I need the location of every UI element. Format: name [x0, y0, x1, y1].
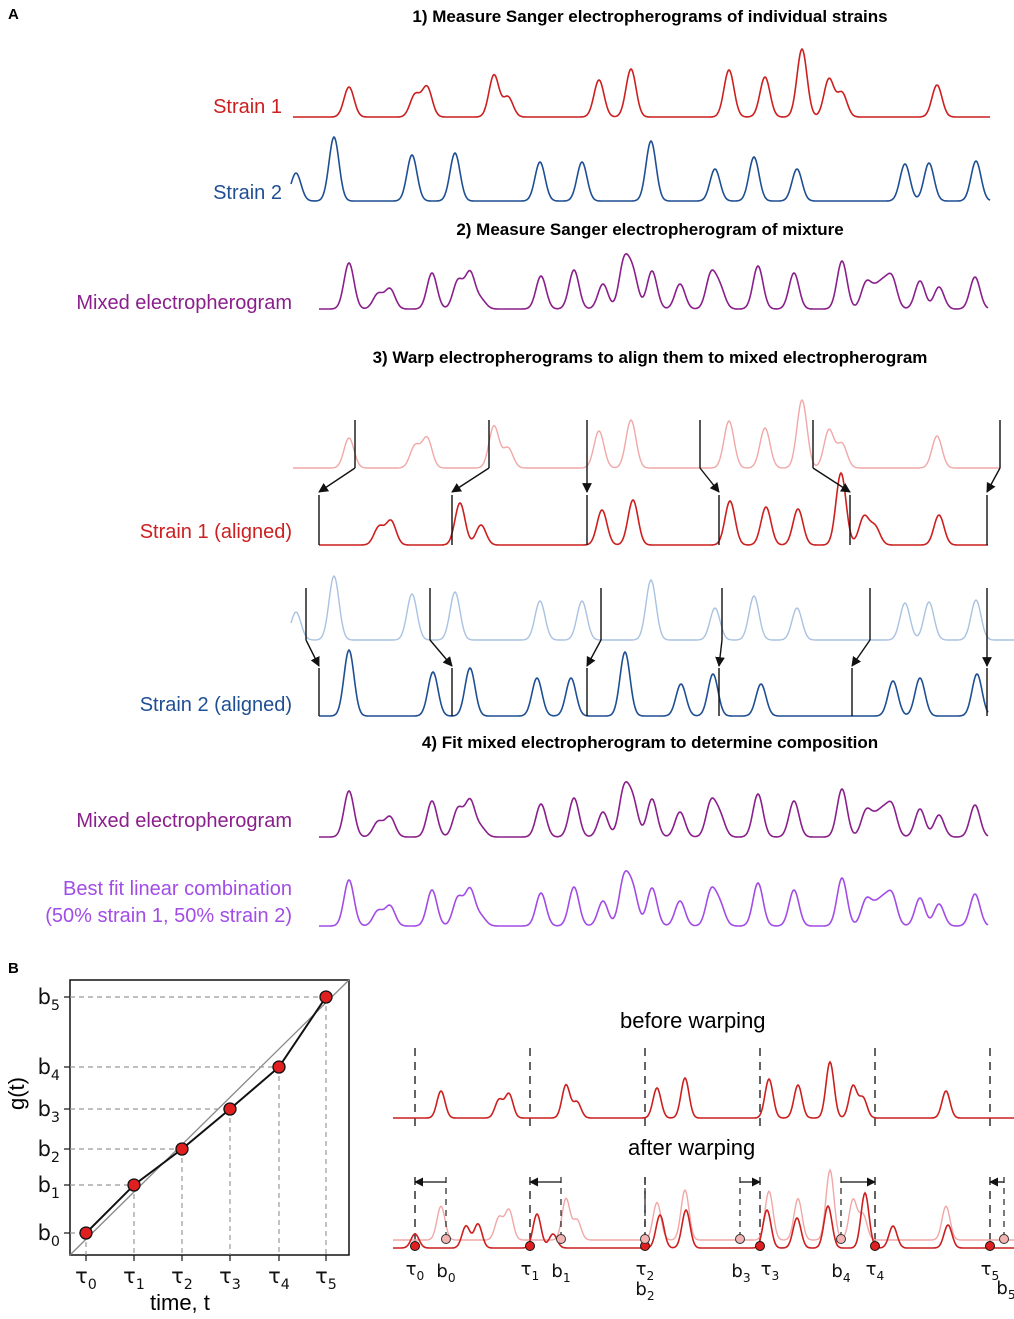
warp-knot-point: [319, 990, 333, 1004]
after-warping-light-trace: [393, 1168, 1014, 1241]
warp1-arrow: [986, 467, 1001, 493]
warp-knot-point: [175, 1142, 189, 1156]
strain1-trace: [293, 47, 990, 118]
b-point: [441, 1234, 451, 1244]
step1-title: 1) Measure Sanger electropherograms of i…: [412, 7, 888, 26]
tau-point: [525, 1241, 535, 1251]
strain2-label: Strain 2: [213, 182, 282, 204]
tau-tick-label: τ3: [219, 1264, 241, 1293]
tau-axis-label: τ3: [761, 1259, 780, 1283]
strain2-trace: [290, 135, 991, 202]
tau-axis-label: τ4: [866, 1259, 885, 1283]
tau-axis-label: τ5: [981, 1259, 1000, 1283]
fit-label-line2: (50% strain 1, 50% strain 2): [45, 905, 292, 927]
tau-axis-label: τ2: [636, 1259, 655, 1283]
b-axis-label: b3: [731, 1261, 750, 1285]
step3-title: 3) Warp electropherograms to align them …: [372, 348, 928, 367]
tau-point: [755, 1241, 765, 1251]
tau-tick-label: τ4: [268, 1264, 290, 1293]
tau-tick-label: τ1: [123, 1264, 145, 1293]
strain2-light-trace: [290, 574, 1014, 641]
b-point: [735, 1234, 745, 1244]
before-warping-trace: [393, 1060, 1014, 1119]
warp2-arrow: [851, 639, 871, 667]
strain2-aligned-label: Strain 2 (aligned): [139, 694, 292, 716]
warp-knot-point: [127, 1178, 141, 1192]
warp-function-line: [85, 996, 327, 1234]
b-point: [556, 1234, 566, 1244]
b-point: [640, 1234, 650, 1244]
b-xlabel: time, t: [150, 1290, 210, 1315]
b-tick-label: b2: [38, 1137, 60, 1166]
mixed-again-label: Mixed electropherogram: [76, 810, 292, 832]
tau-axis-label: τ1: [521, 1259, 540, 1283]
warp2-arrow: [429, 639, 453, 667]
panel-a-letter: A: [8, 6, 19, 23]
b-axis-label: b2: [635, 1279, 654, 1303]
tau-point: [410, 1241, 420, 1251]
warp-knot-point: [223, 1102, 237, 1116]
b-point: [999, 1234, 1009, 1244]
tau-point: [985, 1241, 995, 1251]
mixed-trace: [319, 252, 989, 310]
warp1-arrow: [451, 467, 490, 493]
panel-b-letter: B: [8, 960, 19, 977]
warp1-arrow: [318, 467, 356, 493]
tau-tick-label: τ5: [315, 1264, 337, 1293]
warp2-arrow: [715, 639, 725, 667]
tau-axis-label: τ0: [406, 1259, 425, 1283]
b-tick-label: b0: [38, 1221, 60, 1250]
step4-title: 4) Fit mixed electropherogram to determi…: [421, 733, 879, 752]
strain1-light-trace: [293, 398, 1000, 469]
step2-title: 2) Measure Sanger electropherogram of mi…: [456, 220, 844, 239]
warp1-arrow: [699, 467, 720, 493]
fit-label-line1: Best fit linear combination: [62, 878, 292, 900]
b-point: [836, 1234, 846, 1244]
strain2-aligned-trace: [319, 648, 989, 717]
before-warping-title: before warping: [620, 1008, 766, 1033]
b-tick-label: b3: [38, 1097, 60, 1126]
strain1-label: Strain 1: [213, 96, 282, 118]
mixed-label: Mixed electropherogram: [76, 292, 292, 314]
warp1-arrow: [812, 467, 851, 493]
tau-tick-label: τ2: [171, 1264, 193, 1293]
b-axis-label: b1: [551, 1261, 570, 1285]
warp-knot-point: [79, 1226, 93, 1240]
strain1-aligned-trace: [319, 471, 988, 546]
tau-point: [870, 1241, 880, 1251]
strain1-aligned-label: Strain 1 (aligned): [139, 521, 292, 543]
b-tick-label: b5: [38, 985, 60, 1014]
warp2-arrow: [586, 639, 602, 667]
after-warping-title: after warping: [628, 1135, 756, 1160]
tau-tick-label: τ0: [75, 1264, 97, 1293]
b-tick-label: b4: [38, 1055, 60, 1084]
b-axis-label: b5: [996, 1278, 1014, 1302]
identity-line: [69, 979, 350, 1256]
warp-knot-point: [272, 1060, 286, 1074]
b-tick-label: b1: [38, 1173, 60, 1202]
b-axis-label: b0: [436, 1261, 455, 1285]
after-warping-trace: [393, 1191, 1014, 1249]
b-axis-label: b4: [831, 1261, 850, 1285]
warp2-arrow: [305, 639, 320, 667]
fit-trace: [319, 869, 989, 927]
plot-frame: [69, 979, 350, 1256]
mixed-trace-2: [319, 780, 989, 838]
